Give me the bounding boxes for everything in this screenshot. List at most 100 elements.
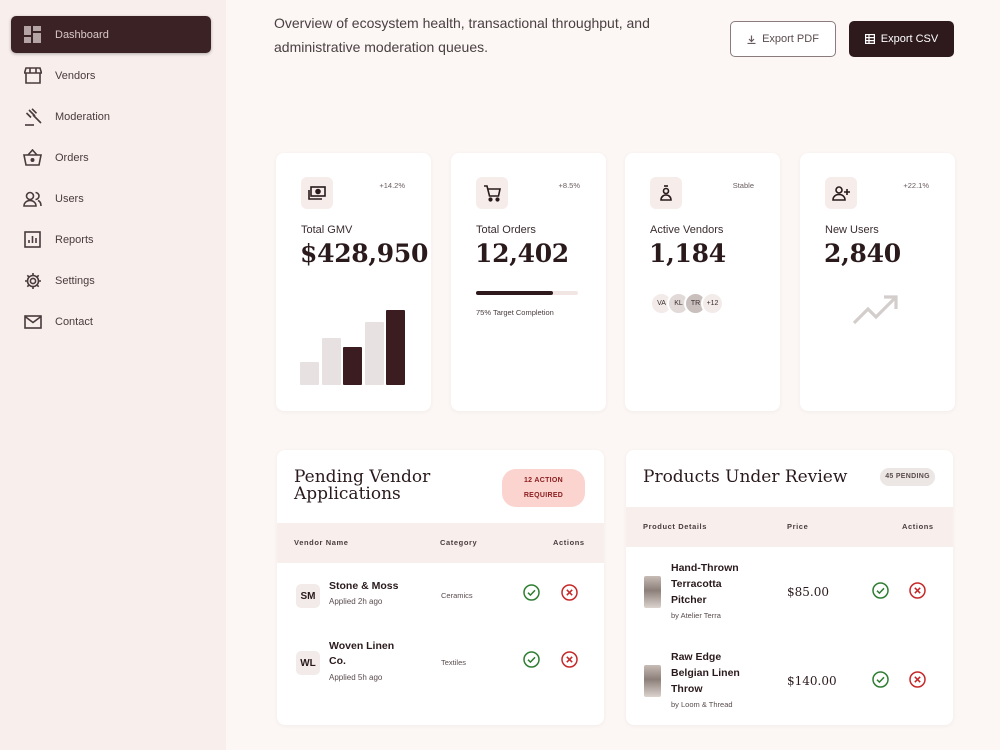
sidebar-item-label: Orders — [55, 151, 89, 164]
approve-icon[interactable] — [872, 582, 889, 599]
vendor-initials: WL — [296, 651, 320, 675]
sidebar-item-moderation[interactable]: Moderation — [11, 98, 211, 135]
users-label: New Users — [825, 224, 879, 236]
users-value: 2,840 — [824, 239, 901, 268]
vendor-name: Woven Linen Co. — [329, 640, 395, 667]
products-review-panel: Products Under Review 45 PENDING Product… — [626, 450, 953, 725]
vendor-initials: SM — [296, 584, 320, 608]
column-header: Price — [787, 522, 809, 531]
column-header: Product Details — [643, 522, 708, 531]
product-name: Raw Edge Belgian Linen Throw — [671, 651, 740, 695]
column-header: Actions — [902, 522, 934, 531]
column-header: Category — [440, 538, 478, 547]
reports-icon — [23, 230, 42, 249]
export-pdf-label: Export PDF — [762, 33, 819, 45]
table-header: Vendor Name Category Actions — [277, 523, 604, 563]
dashboard-icon — [23, 25, 42, 44]
table-row: Raw Edge Belgian Linen Throw by Loom & T… — [626, 649, 953, 719]
reject-icon[interactable] — [909, 582, 926, 599]
vendor-category: Ceramics — [441, 591, 473, 600]
table-row: Hand-Thrown Terracotta Pitcher by Atelie… — [626, 560, 953, 630]
gmv-bar — [343, 347, 362, 385]
cash-icon — [301, 177, 333, 209]
vendor-name: Stone & Moss — [329, 580, 399, 592]
pending-count-badge: 45 PENDING — [880, 468, 935, 486]
column-header: Vendor Name — [294, 538, 349, 547]
sidebar-item-reports[interactable]: Reports — [11, 221, 211, 258]
stat-card-users: +22.1% New Users 2,840 — [800, 153, 955, 411]
orders-progress-fill — [476, 291, 553, 295]
approve-icon[interactable] — [523, 584, 540, 601]
table-row: WL Woven Linen Co. Applied 5h ago Textil… — [277, 633, 604, 693]
product-price: $85.00 — [787, 585, 829, 599]
sidebar-item-users[interactable]: Users — [11, 180, 211, 217]
sidebar-item-label: Moderation — [55, 110, 111, 123]
product-price: $140.00 — [787, 674, 837, 688]
export-pdf-button[interactable]: Export PDF — [730, 21, 836, 57]
sidebar: Dashboard Vendors Moderation Orders User… — [0, 0, 226, 750]
download-icon — [747, 35, 756, 44]
sidebar-item-label: Reports — [55, 233, 94, 246]
gavel-icon — [23, 107, 42, 126]
orders-progress-bar — [476, 291, 578, 295]
orders-label: Total Orders — [476, 224, 536, 236]
orders-value: 12,402 — [475, 239, 569, 268]
export-csv-label: Export CSV — [880, 33, 939, 45]
product-seller: by Atelier Terra — [671, 611, 721, 620]
users-badge: +22.1% — [903, 181, 929, 190]
vendors-value: 1,184 — [649, 239, 726, 268]
product-seller: by Loom & Thread — [671, 700, 733, 709]
panel-title: Pending Vendor Applications — [294, 467, 431, 504]
sidebar-item-dashboard[interactable]: Dashboard — [11, 16, 211, 53]
avatar-overflow-count: +12 — [701, 292, 724, 315]
cart-icon — [476, 177, 508, 209]
table-icon — [864, 34, 875, 44]
gear-icon — [23, 271, 42, 290]
gmv-bar — [364, 322, 384, 385]
gmv-bar — [386, 310, 405, 385]
approve-icon[interactable] — [523, 651, 540, 668]
vendor-avatars: VA KL TR +12 — [650, 292, 724, 315]
vendors-label: Active Vendors — [650, 224, 724, 236]
gmv-bar — [300, 362, 319, 385]
sidebar-item-vendors[interactable]: Vendors — [11, 57, 211, 94]
product-thumbnail — [644, 665, 661, 697]
sidebar-item-label: Vendors — [55, 69, 96, 82]
vendor-category: Textiles — [441, 658, 467, 667]
product-thumbnail — [644, 576, 661, 608]
sidebar-item-label: Dashboard — [55, 28, 109, 41]
orders-progress-text: 75% Target Completion — [476, 308, 554, 317]
table-row: SM Stone & Moss Applied 2h ago Ceramics — [277, 566, 604, 626]
reject-icon[interactable] — [909, 671, 926, 688]
vendor-applied-time: Applied 2h ago — [329, 597, 383, 606]
mail-icon — [23, 312, 42, 331]
sidebar-item-orders[interactable]: Orders — [11, 139, 211, 176]
basket-icon — [23, 148, 42, 167]
gmv-value: $428,950 — [300, 239, 429, 268]
approve-icon[interactable] — [872, 671, 889, 688]
stat-card-orders: +8.5% Total Orders 12,402 75% Target Com… — [451, 153, 606, 411]
table-header: Product Details Price Actions — [626, 507, 953, 547]
sidebar-item-label: Contact — [55, 315, 93, 328]
sidebar-item-contact[interactable]: Contact — [11, 303, 211, 340]
column-header: Actions — [553, 538, 585, 547]
reject-icon[interactable] — [561, 584, 578, 601]
vendors-badge: Stable — [732, 181, 754, 190]
sidebar-item-label: Settings — [55, 274, 95, 287]
person-add-icon — [825, 177, 857, 209]
gmv-bar — [321, 338, 341, 385]
users-icon — [23, 189, 42, 208]
action-required-badge: 12 ACTION REQUIRED — [502, 469, 585, 507]
reject-icon[interactable] — [561, 651, 578, 668]
gmv-label: Total GMV — [301, 224, 353, 236]
pending-vendors-panel: Pending Vendor Applications 12 ACTION RE… — [277, 450, 604, 725]
product-name: Hand-Thrown Terracotta Pitcher — [671, 562, 739, 606]
trending-up-icon — [852, 295, 898, 325]
gmv-badge: +14.2% — [379, 181, 405, 190]
orders-badge: +8.5% — [558, 181, 580, 190]
stat-card-gmv: +14.2% Total GMV $428,950 — [276, 153, 431, 411]
export-csv-button[interactable]: Export CSV — [849, 21, 954, 57]
badge-icon — [650, 177, 682, 209]
sidebar-item-settings[interactable]: Settings — [11, 262, 211, 299]
page-intro: Overview of ecosystem health, transactio… — [274, 15, 650, 55]
